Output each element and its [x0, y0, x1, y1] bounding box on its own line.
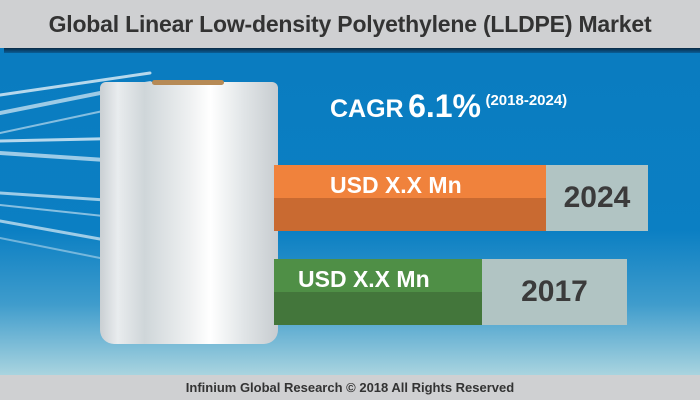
bar-2017: USD X.X Mn — [274, 259, 482, 325]
year-2017: 2017 — [521, 275, 588, 308]
cagr-label: CAGR 6.1% (2018-2024) — [330, 88, 567, 125]
bar-2017-bottom — [274, 292, 482, 325]
cagr-value: 6.1% — [408, 88, 481, 124]
year-box-2024: 2024 — [546, 165, 648, 231]
bar-2017-top — [274, 259, 482, 292]
year-2024: 2024 — [563, 181, 631, 214]
bar-2024-bottom — [274, 198, 546, 231]
copyright-text: Infinium Global Research © 2018 All Righ… — [185, 380, 515, 395]
footer: Infinium Global Research © 2018 All Righ… — [0, 375, 700, 400]
bar-2017-value: USD X.X Mn — [298, 266, 430, 292]
roll-core — [152, 80, 224, 85]
cagr-period: (2018-2024) — [485, 92, 568, 109]
film-roll-image — [100, 82, 278, 344]
page-title: Global Linear Low-density Polyethylene (… — [48, 10, 652, 37]
bar-2024-value: USD X.X Mn — [330, 172, 462, 198]
year-box-2017: 2017 — [482, 259, 627, 325]
bar-2024: USD X.X Mn — [274, 165, 546, 231]
title-bar: Global Linear Low-density Polyethylene (… — [0, 0, 700, 48]
title-shadow — [4, 48, 700, 53]
bar-2024-top — [274, 165, 546, 198]
cagr-text: CAGR — [330, 95, 404, 123]
